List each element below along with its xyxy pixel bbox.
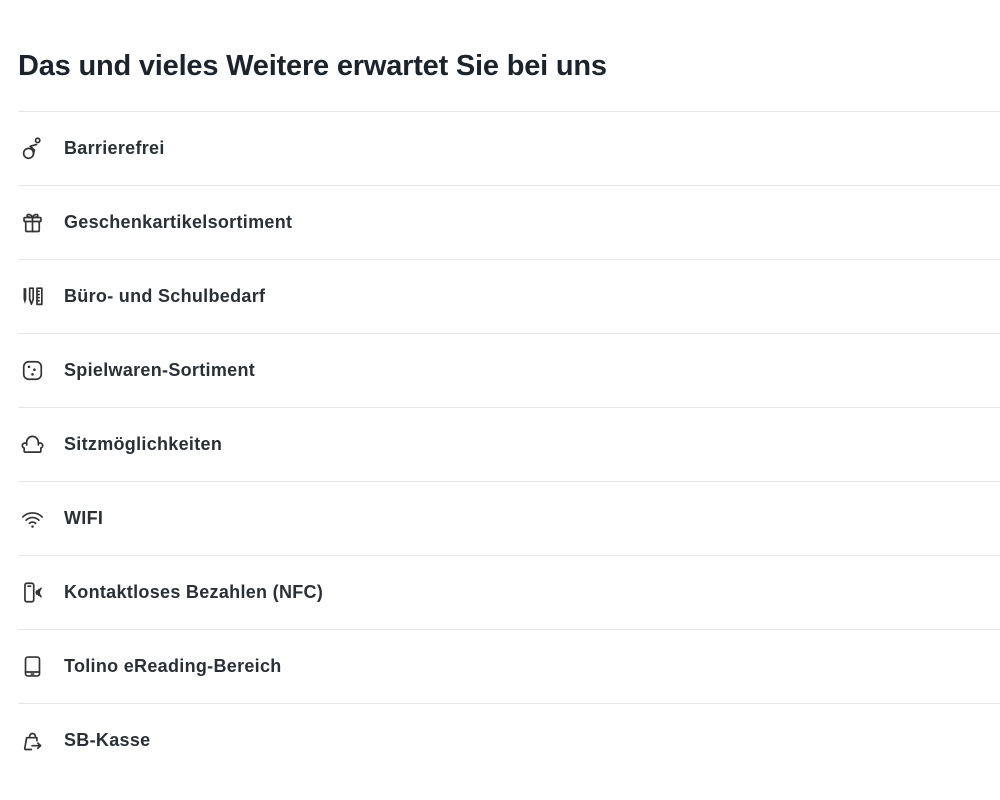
- wheelchair-icon: [18, 134, 46, 162]
- feature-label: Tolino eReading-Bereich: [64, 655, 282, 676]
- feature-label: Sitzmöglichkeiten: [64, 433, 223, 454]
- feature-label: Büro- und Schulbedarf: [64, 285, 266, 306]
- gift-icon: [18, 208, 46, 236]
- feature-label: SB-Kasse: [64, 729, 151, 750]
- bag-checkout-icon: [18, 726, 46, 754]
- page-title: Das und vieles Weitere erwartet Sie bei …: [18, 50, 607, 82]
- feature-row-tolino: Tolino eReading-Bereich: [18, 628, 1000, 703]
- feature-row-buero-schulbedarf: Büro- und Schulbedarf: [18, 258, 1000, 333]
- feature-row-sb-kasse: SB-Kasse: [18, 702, 1000, 777]
- feature-row-geschenkartikel: Geschenkartikelsortiment: [18, 184, 1000, 259]
- feature-label: Geschenkartikelsortiment: [64, 211, 293, 232]
- feature-label: Spielwaren-Sortiment: [64, 359, 256, 380]
- feature-label: Kontaktloses Bezahlen (NFC): [64, 581, 324, 602]
- wifi-icon: [18, 504, 46, 532]
- phone-nfc-icon: [18, 578, 46, 606]
- feature-row-sitzmoeglichkeiten: Sitzmöglichkeiten: [18, 406, 1000, 481]
- feature-row-wifi: WIFI: [18, 480, 1000, 555]
- feature-row-barrierefrei: Barrierefrei: [18, 110, 1000, 185]
- feature-label: WIFI: [64, 507, 104, 528]
- feature-row-spielwaren: Spielwaren-Sortiment: [18, 332, 1000, 407]
- ereader-icon: [18, 652, 46, 680]
- feature-list: Barrierefrei Geschenkartikelsortiment Bü…: [18, 110, 1000, 777]
- stationery-icon: [18, 282, 46, 310]
- feature-label: Barrierefrei: [64, 137, 165, 158]
- armchair-icon: [18, 430, 46, 458]
- feature-row-nfc: Kontaktloses Bezahlen (NFC): [18, 554, 1000, 629]
- dice-icon: [18, 356, 46, 384]
